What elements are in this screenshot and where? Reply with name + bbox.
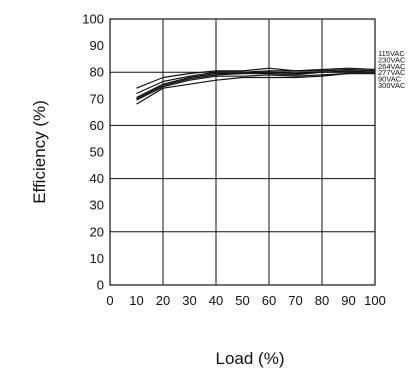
series-line-115vac — [136, 67, 376, 89]
x-tick-label: 30 — [182, 293, 196, 308]
x-axis-title: Load (%) — [216, 349, 285, 368]
y-tick-labels: 0 10 20 30 40 50 60 70 80 90 100 — [82, 12, 104, 293]
y-tick-label: 80 — [90, 65, 104, 80]
y-tick-label: 60 — [90, 118, 104, 133]
y-tick-label: 90 — [90, 38, 104, 53]
y-axis-title: Efficiency (%) — [30, 100, 49, 204]
series-line-230vac — [136, 68, 376, 95]
x-tick-label: 40 — [209, 293, 223, 308]
legend-entry-277vac: 277VAC — [378, 68, 406, 77]
x-tick-label: 20 — [156, 293, 170, 308]
y-tick-label: 40 — [90, 171, 104, 186]
series-line-264vac — [136, 70, 376, 99]
gridlines — [110, 19, 375, 285]
y-tick-label: 30 — [90, 198, 104, 213]
x-tick-label: 0 — [106, 293, 113, 308]
legend-entry-90vac: 90VAC — [378, 75, 402, 84]
y-tick-label: 50 — [90, 145, 104, 160]
legend-entry-115vac: 115VAC — [378, 49, 405, 58]
series-line-90vac — [136, 72, 375, 101]
x-tick-label: 50 — [235, 293, 249, 308]
y-tick-label: 100 — [82, 12, 104, 27]
x-tick-label: 100 — [364, 293, 386, 308]
y-tick-label: 0 — [97, 278, 104, 293]
series-line-300vac — [136, 72, 375, 105]
y-tick-label: 70 — [90, 91, 104, 106]
legend-entry-300vac: 300VAC — [378, 81, 406, 90]
x-tick-label: 70 — [288, 293, 302, 308]
series-lines — [136, 67, 376, 105]
x-tick-label: 80 — [315, 293, 329, 308]
y-tick-label: 10 — [90, 251, 104, 266]
x-tick-label: 90 — [341, 293, 355, 308]
legend-entry-264vac: 264VAC — [378, 62, 406, 71]
series-line-277vac — [136, 71, 375, 100]
y-tick-label: 20 — [90, 224, 104, 239]
x-tick-label: 10 — [129, 293, 143, 308]
plot-frame — [109, 18, 376, 286]
x-tick-label: 60 — [262, 293, 276, 308]
x-tick-labels: 0 10 20 30 40 50 60 70 80 90 100 — [106, 293, 385, 308]
legend-entry-230vac: 230VAC — [378, 55, 406, 64]
